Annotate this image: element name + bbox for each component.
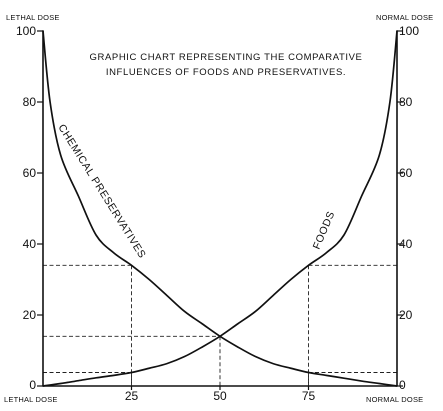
chart-title-line-2: INFLUENCES OF FOODS AND PRESERVATIVES. (106, 67, 346, 78)
series-label-foods: FOODS (311, 209, 338, 251)
corner-label-top-left: LETHAL DOSE (6, 13, 60, 22)
y-tick-label-left-40: 40 (23, 237, 37, 251)
x-tick-label-75: 75 (302, 389, 316, 403)
reference-lines (43, 264, 397, 386)
y-tick-label-left-0: 0 (29, 378, 36, 392)
y-tick-label-left-100: 100 (16, 24, 36, 38)
y-tick-label-right-100: 100 (399, 24, 419, 38)
x-tick-label-50: 50 (213, 389, 227, 403)
y-tick-label-left-60: 60 (23, 166, 37, 180)
curves (42, 30, 398, 387)
y-tick-label-right-20: 20 (399, 308, 413, 322)
chart-title-line-1: GRAPHIC CHART REPRESENTING THE COMPARATI… (90, 52, 363, 63)
y-tick-label-left-20: 20 (23, 308, 37, 322)
corner-label-bottom-left: LETHAL DOSE (4, 395, 58, 404)
series-line-chemical-preservatives (42, 30, 398, 387)
y-tick-label-right-60: 60 (399, 166, 413, 180)
corner-label-bottom-right: NORMAL DOSE (366, 395, 423, 404)
series-line-foods (42, 30, 398, 387)
y-tick-label-right-0: 0 (399, 378, 406, 392)
y-tick-label-left-80: 80 (23, 95, 37, 109)
tick-marks (37, 30, 403, 390)
corner-label-top-right: NORMAL DOSE (376, 13, 433, 22)
series-label-chemical-preservatives: CHEMICAL PRESERVATIVES (55, 122, 148, 260)
y-tick-label-right-40: 40 (399, 237, 413, 251)
y-tick-label-right-80: 80 (399, 95, 413, 109)
x-tick-label-25: 25 (125, 389, 139, 403)
axes (42, 31, 398, 387)
